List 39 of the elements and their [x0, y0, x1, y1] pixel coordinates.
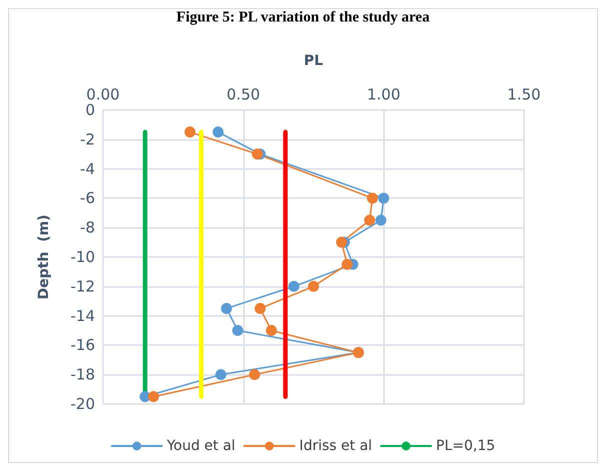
y-axis-title: Depth (m): [36, 214, 52, 300]
point: [308, 280, 319, 292]
legend-label: Youd et al: [166, 438, 236, 454]
y-tick-label: 0: [85, 101, 95, 119]
point: [249, 369, 260, 380]
point: [148, 391, 160, 402]
x-tick-label: 0.50: [226, 86, 260, 104]
point: [221, 302, 232, 314]
x-axis-title: PL: [304, 53, 324, 69]
x-tick-label: 1.50: [507, 86, 541, 104]
point: [378, 192, 390, 204]
legend-label: Idriss et al: [299, 438, 372, 454]
y-tick-label: -8: [80, 218, 95, 237]
x-tick-label: 1.00: [366, 86, 400, 104]
point: [232, 325, 244, 336]
point: [266, 325, 277, 336]
point: [364, 214, 376, 226]
chart-title: Figure 5: PL variation of the study area: [176, 10, 430, 26]
y-tick-label: -20: [70, 395, 95, 413]
point: [215, 369, 226, 380]
point: [342, 258, 353, 270]
y-tick-label: -4: [80, 160, 95, 178]
y-tick-label: -6: [80, 189, 95, 208]
x-tick-label: 0.00: [86, 86, 120, 104]
point: [254, 302, 266, 314]
y-tick-label: -18: [70, 366, 95, 384]
point: [184, 126, 196, 138]
legend-label: PL=0,15: [436, 438, 496, 454]
point: [252, 148, 263, 160]
y-tick-label: -16: [70, 336, 95, 354]
y-tick-label: -10: [70, 248, 95, 266]
y-tick-label: -12: [70, 277, 95, 296]
point: [336, 236, 348, 248]
y-tick-label: -2: [80, 130, 95, 148]
point: [288, 280, 300, 292]
y-tick-label: -14: [70, 306, 95, 325]
point: [375, 214, 386, 226]
point: [366, 192, 378, 204]
point: [212, 126, 224, 138]
